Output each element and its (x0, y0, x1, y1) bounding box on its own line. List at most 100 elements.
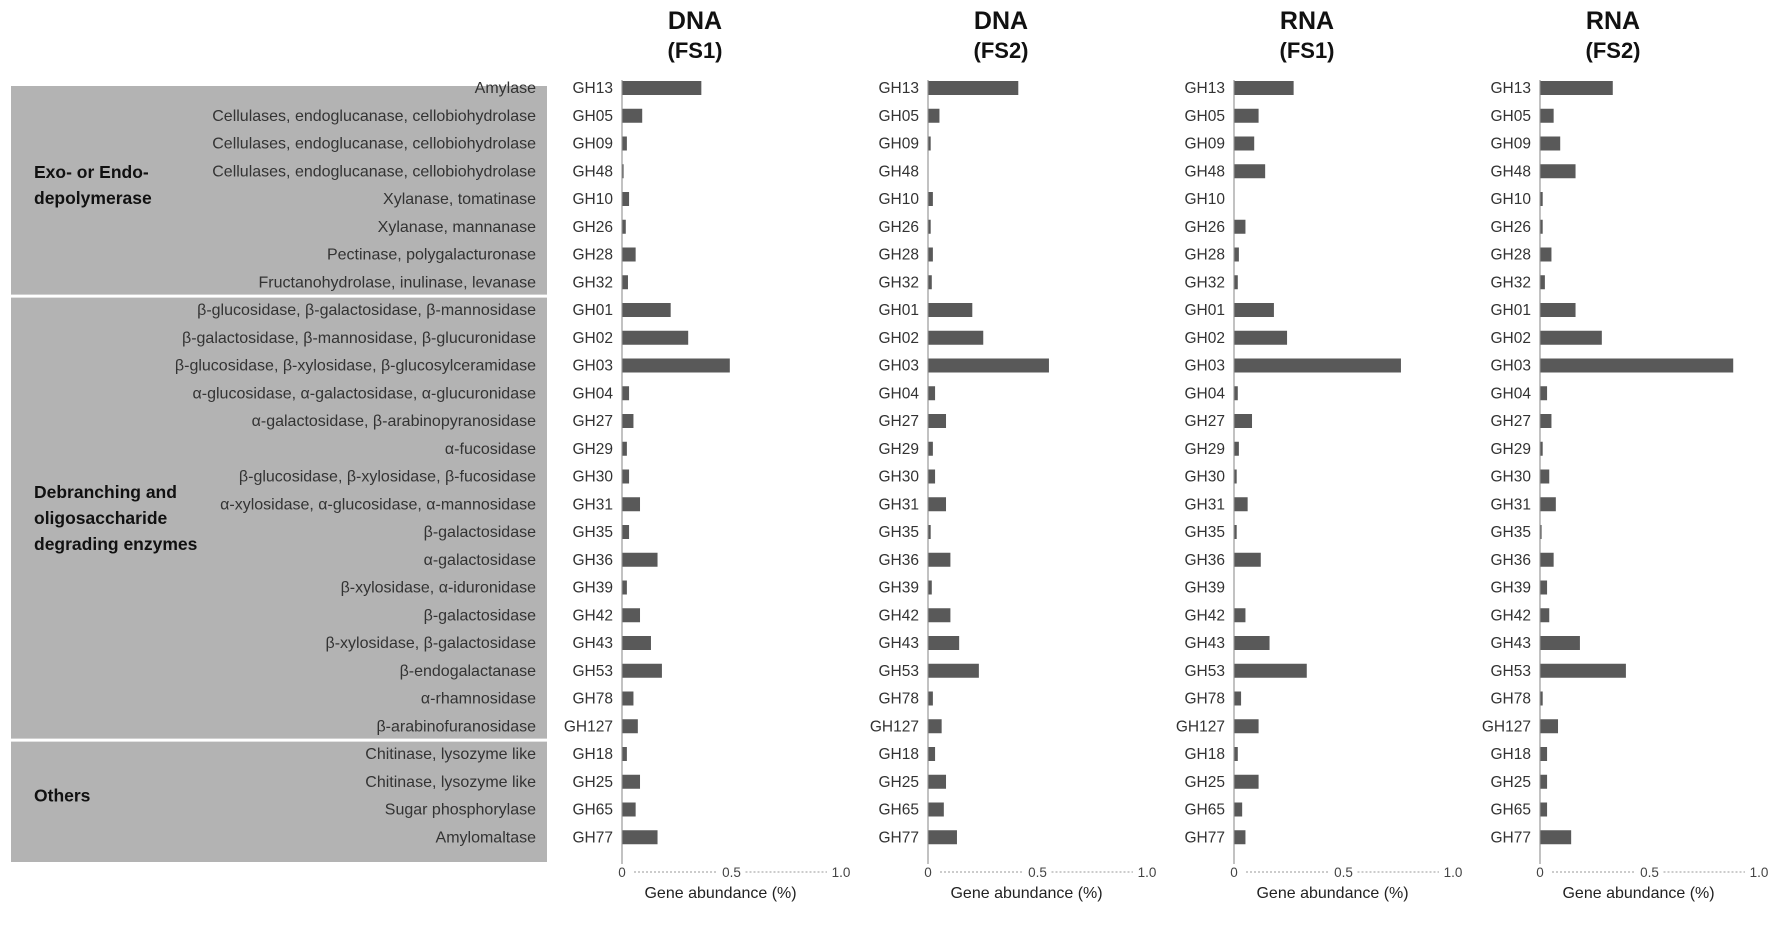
family-code-label: GH65 (1185, 802, 1226, 819)
family-code-label: GH77 (1185, 829, 1226, 846)
x-axis-label: Gene abundance (%) (644, 885, 796, 902)
chart-panel-2: DNA (FS2) GH13 GH05 GH09 GH48 GH10 GH26 GH28 GH32… (870, 7, 1157, 902)
family-code-label: GH43 (1491, 635, 1532, 652)
family-code-label: GH31 (1491, 496, 1532, 513)
label-panel-background (11, 86, 547, 862)
bar-GH29 (1234, 441, 1239, 456)
bar-GH30 (622, 469, 630, 484)
bar-GH39 (928, 580, 932, 595)
family-code-label: GH27 (1185, 413, 1226, 430)
family-code-label: GH10 (1491, 191, 1532, 208)
family-code-label: GH13 (573, 80, 614, 97)
bar-GH78 (928, 691, 933, 706)
bar-GH29 (1540, 441, 1543, 456)
bar-GH127 (622, 719, 638, 734)
bar-GH35 (1234, 525, 1237, 539)
bar-GH43 (1540, 636, 1580, 650)
family-code-label: GH127 (1482, 718, 1531, 735)
bar-GH02 (1540, 330, 1602, 345)
bar-GH01 (1234, 303, 1274, 317)
bar-GH31 (622, 497, 641, 512)
bar-GH29 (622, 441, 627, 456)
x-tick-label: 0 (924, 865, 932, 880)
bar-GH05 (1540, 108, 1554, 123)
bar-GH42 (1234, 608, 1246, 623)
bar-GH65 (1540, 802, 1548, 817)
x-tick-label: 0.5 (1028, 865, 1047, 880)
bar-GH36 (622, 552, 658, 567)
bar-GH28 (1540, 247, 1552, 262)
family-code-label: GH18 (573, 746, 614, 763)
bar-GH77 (622, 830, 658, 845)
category-label-panel: Amylase Cellulases, endoglucanase, cellob… (11, 80, 547, 862)
family-code-label: GH48 (573, 163, 614, 180)
activity-label: β-galactosidase (424, 607, 536, 624)
group-label-line: Others (34, 786, 91, 806)
activity-label: β-glucosidase, β-xylosidase, β-fucosidas… (239, 469, 536, 486)
family-code-label: GH43 (879, 635, 920, 652)
x-tick-label: 1.0 (832, 865, 851, 880)
bar-GH43 (928, 636, 960, 650)
bar-GH35 (622, 525, 630, 539)
family-code-label: GH02 (879, 330, 920, 347)
activity-label: Xylanase, tomatinase (383, 191, 536, 208)
activity-label: Amylomaltase (436, 829, 537, 846)
x-tick-label: 0 (618, 865, 626, 880)
family-code-label: GH05 (879, 108, 920, 125)
family-code-label: GH53 (879, 663, 920, 680)
bar-GH48 (1234, 164, 1266, 179)
family-code-label: GH42 (1185, 607, 1226, 624)
family-code-label: GH77 (879, 829, 920, 846)
bar-GH39 (622, 580, 627, 595)
bar-GH43 (622, 636, 651, 650)
panel-subtitle: (FS1) (1280, 38, 1335, 63)
bar-GH77 (1234, 830, 1246, 845)
bar-GH28 (1234, 247, 1239, 262)
bar-GH127 (1540, 719, 1559, 734)
bar-GH09 (622, 136, 627, 151)
bar-GH25 (928, 774, 947, 789)
bar-GH04 (928, 386, 936, 401)
bar-GH48 (1540, 164, 1576, 179)
family-code-label: GH30 (573, 469, 614, 486)
activity-label: Chitinase, lysozyme like (365, 746, 536, 763)
bar-GH10 (622, 192, 630, 206)
family-code-label: GH127 (1176, 718, 1225, 735)
panel-title: DNA (668, 7, 722, 35)
bar-GH03 (928, 358, 1049, 373)
bar-GH36 (1234, 552, 1261, 567)
bar-GH42 (1540, 608, 1550, 623)
group-label-line: depolymerase (34, 188, 152, 208)
bar-GH32 (1234, 275, 1238, 290)
bar-GH77 (1540, 830, 1572, 845)
bar-GH48 (622, 164, 624, 179)
family-code-label: GH03 (1491, 358, 1532, 375)
family-code-label: GH30 (879, 469, 920, 486)
family-code-label: GH13 (1491, 80, 1532, 97)
activity-label: Fructanohydrolase, inulinase, levanase (259, 274, 537, 291)
bar-GH26 (1540, 219, 1543, 234)
family-code-label: GH27 (573, 413, 614, 430)
family-code-label: GH35 (573, 524, 614, 541)
family-code-label: GH28 (1491, 247, 1532, 264)
bar-GH02 (1234, 330, 1288, 345)
bar-GH13 (1540, 81, 1613, 95)
x-tick-label: 0.5 (722, 865, 741, 880)
activity-label: β-endogalactanase (400, 663, 537, 680)
family-code-label: GH10 (573, 191, 614, 208)
bar-GH18 (1234, 747, 1238, 761)
family-code-label: GH36 (1185, 552, 1226, 569)
activity-label: Amylase (475, 80, 536, 97)
family-code-label: GH29 (1185, 441, 1226, 458)
family-code-label: GH30 (1491, 469, 1532, 486)
family-code-label: GH27 (1491, 413, 1532, 430)
x-tick-label: 0.5 (1640, 865, 1659, 880)
bar-GH01 (928, 303, 973, 317)
family-code-label: GH39 (1491, 580, 1532, 597)
family-code-label: GH32 (1491, 274, 1532, 291)
family-code-label: GH09 (1491, 136, 1532, 153)
family-code-label: GH48 (1491, 163, 1532, 180)
activity-label: Pectinase, polygalacturonase (327, 247, 536, 264)
family-code-label: GH35 (1491, 524, 1532, 541)
group-label: Others (34, 786, 91, 806)
